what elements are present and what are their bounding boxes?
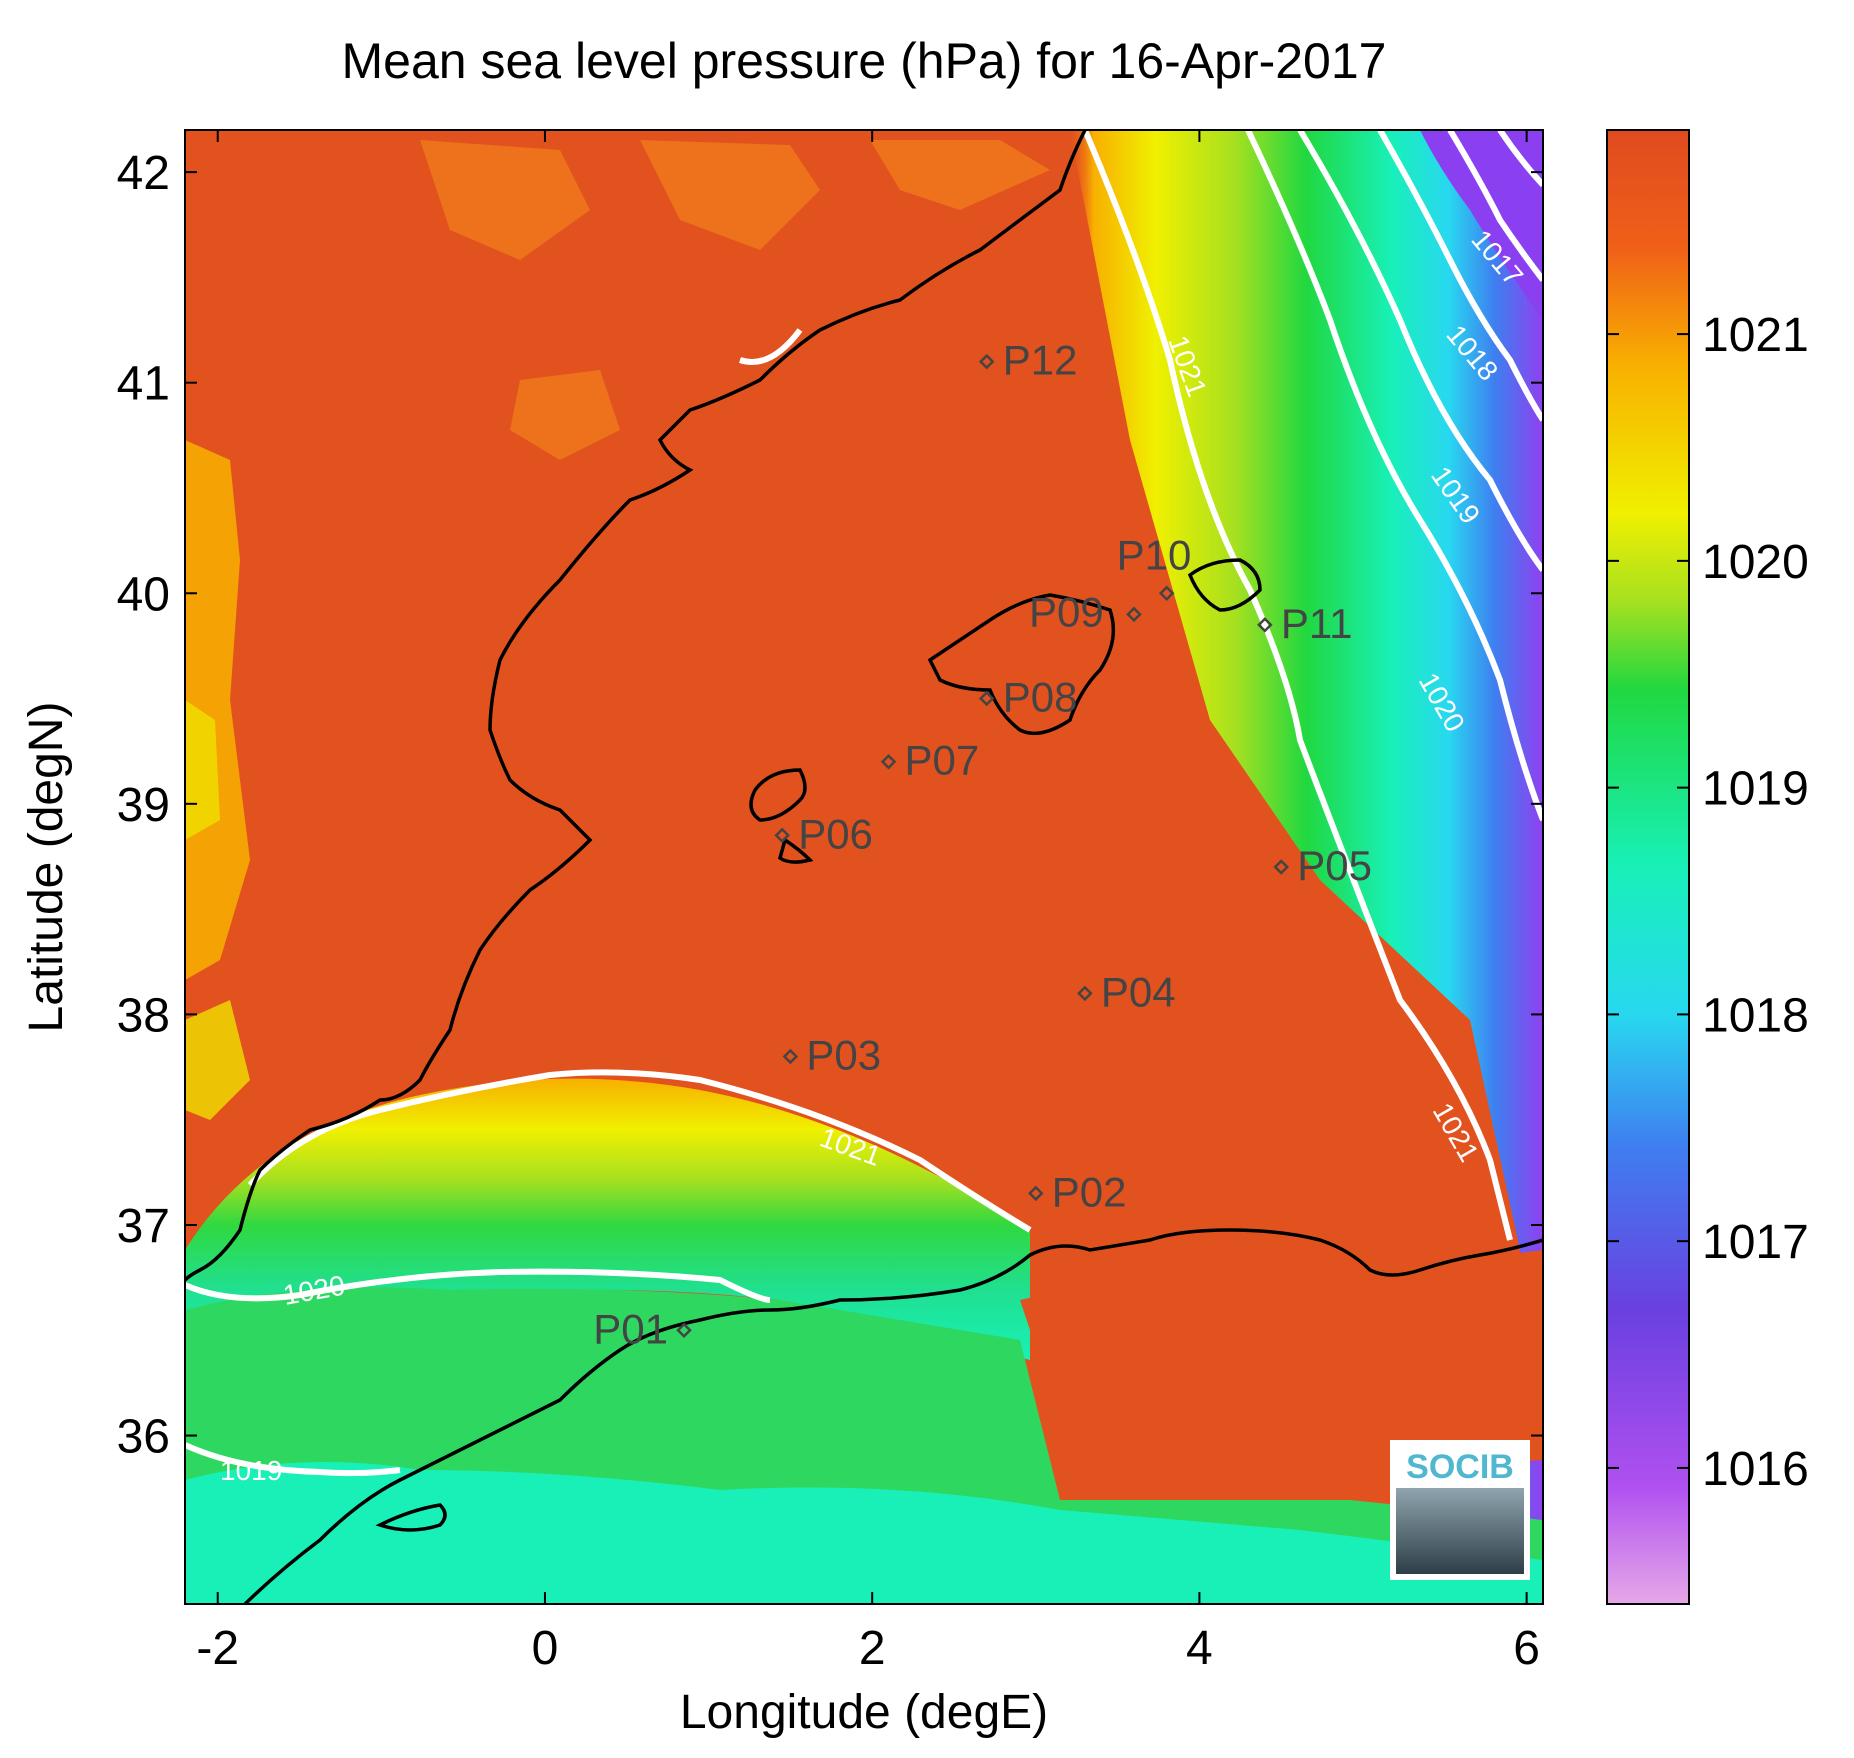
y-tick-label: 39 bbox=[117, 779, 170, 832]
menorca-coastline bbox=[1187, 558, 1262, 612]
contour-1018 bbox=[1377, 130, 1543, 422]
figure-title: Mean sea level pressure (hPa) for 16-Apr… bbox=[342, 33, 1387, 89]
formentera-coastline bbox=[777, 837, 814, 864]
map-plot-area: 1017 1018 1019 1020 1021 1021 1021 1020 … bbox=[185, 130, 1543, 1604]
socib-logo-text: SOCIB bbox=[1406, 1448, 1514, 1486]
station-label: P07 bbox=[905, 737, 980, 784]
station-marker bbox=[676, 1322, 692, 1339]
station-label: P02 bbox=[1052, 1168, 1127, 1215]
station-p05: P05 bbox=[1273, 842, 1372, 889]
mallorca-coastline bbox=[927, 593, 1116, 736]
y-axis-label: Latitude (degN) bbox=[20, 702, 73, 1033]
x-tick-label: 4 bbox=[1186, 1622, 1213, 1675]
x-axis: -2 0 2 4 6 bbox=[196, 130, 1540, 1675]
socib-logo: SOCIB bbox=[1390, 1440, 1530, 1580]
colorbar-tick-label: 1018 bbox=[1702, 989, 1809, 1042]
contour-1020 bbox=[1245, 130, 1543, 822]
station-marker bbox=[880, 753, 897, 770]
colorbar-tick-label: 1017 bbox=[1702, 1216, 1809, 1269]
eastern-pressure-gradient bbox=[1070, 130, 1543, 1604]
station-p04: P04 bbox=[1077, 968, 1176, 1015]
colorbar-tick-label: 1019 bbox=[1702, 763, 1809, 816]
station-marker bbox=[978, 690, 995, 707]
station-label: P11 bbox=[1281, 600, 1353, 647]
coastlines bbox=[185, 130, 1543, 1604]
station-label: P08 bbox=[1003, 674, 1078, 721]
station-label: P05 bbox=[1297, 842, 1372, 889]
colorbar: 1016 1017 1018 1019 1020 1021 bbox=[1606, 129, 1809, 1605]
algeria-high-pressure bbox=[1020, 1240, 1543, 1470]
station-label: P04 bbox=[1101, 968, 1176, 1015]
station-label: P06 bbox=[798, 810, 873, 857]
colorbar-tick-label: 1016 bbox=[1702, 1443, 1809, 1496]
land-pressure-patches bbox=[420, 140, 1050, 460]
southwest-teal-zone bbox=[185, 1462, 1543, 1604]
x-axis-label: Longitude (degE) bbox=[680, 1686, 1048, 1739]
y-tick-label: 37 bbox=[117, 1200, 170, 1253]
contour-1020-south bbox=[185, 1268, 771, 1303]
station-marker bbox=[1028, 1185, 1044, 1202]
station-p06: P06 bbox=[774, 810, 873, 857]
y-tick-label: 38 bbox=[117, 989, 170, 1042]
station-label: P09 bbox=[1029, 588, 1104, 635]
station-p03: P03 bbox=[782, 1032, 881, 1079]
y-tick-label: 41 bbox=[117, 358, 170, 411]
contour-1021-south bbox=[247, 1069, 1032, 1233]
iberian-coastline bbox=[185, 130, 1087, 1282]
station-markers: P01 P02 P03 P04 P05 P06 P07 P08 P09 P10 P11 P12 bbox=[593, 337, 1372, 1353]
contour-1017 bbox=[1447, 130, 1543, 282]
station-label: P03 bbox=[806, 1032, 881, 1079]
station-marker bbox=[1077, 985, 1093, 1002]
north-african-coastline bbox=[243, 1228, 1543, 1604]
station-marker bbox=[782, 1048, 799, 1065]
station-p11: P11 bbox=[1257, 600, 1353, 647]
station-marker bbox=[1273, 859, 1289, 875]
station-label: P01 bbox=[593, 1305, 668, 1352]
west-land-yellow-2 bbox=[185, 700, 250, 1120]
station-p09: P09 bbox=[1029, 588, 1142, 635]
station-p08: P08 bbox=[978, 674, 1078, 721]
station-marker bbox=[1257, 617, 1273, 633]
y-tick-label: 40 bbox=[117, 568, 170, 621]
station-p10: P10 bbox=[1117, 531, 1192, 602]
station-p07: P07 bbox=[880, 737, 980, 784]
station-label: P10 bbox=[1117, 531, 1192, 578]
plot-frame bbox=[184, 129, 1544, 1605]
y-tick-label: 42 bbox=[117, 147, 170, 200]
contour-1019-south bbox=[185, 1442, 401, 1477]
alboran-island-coastline bbox=[375, 1503, 447, 1532]
station-marker bbox=[978, 353, 995, 370]
x-tick-label: 2 bbox=[859, 1622, 886, 1675]
station-p02: P02 bbox=[1028, 1168, 1127, 1215]
contour-lines bbox=[185, 130, 1543, 1477]
station-label: P12 bbox=[1003, 337, 1078, 384]
y-tick-label: 36 bbox=[117, 1411, 170, 1464]
x-tick-label: 0 bbox=[532, 1622, 559, 1675]
colorbar-tick-label: 1020 bbox=[1702, 536, 1809, 589]
ibiza-coastline bbox=[749, 768, 807, 822]
station-p12: P12 bbox=[978, 337, 1078, 384]
colorbar-tick-label: 1021 bbox=[1702, 309, 1809, 362]
colorbar-gradient bbox=[1606, 129, 1690, 1605]
x-tick-label: -2 bbox=[196, 1622, 239, 1675]
contour-label-1019-south: 1019 bbox=[220, 1455, 282, 1486]
socib-logo-sea bbox=[1396, 1488, 1524, 1574]
station-p01: P01 bbox=[593, 1305, 692, 1352]
northeast-low-core bbox=[1420, 130, 1543, 320]
contour-1021-north bbox=[1082, 130, 1513, 1241]
station-marker bbox=[1158, 585, 1175, 602]
contour-1021-coast bbox=[739, 328, 803, 365]
station-marker bbox=[774, 827, 790, 844]
station-marker bbox=[1126, 606, 1142, 623]
colorbar-ticks: 1016 1017 1018 1019 1020 1021 bbox=[1607, 309, 1809, 1496]
contour-1016 bbox=[1497, 130, 1543, 188]
west-land-yellow bbox=[185, 440, 250, 980]
y-axis: 36 37 38 39 40 41 42 bbox=[117, 147, 1543, 1464]
contour-1019 bbox=[1297, 130, 1543, 572]
x-tick-label: 6 bbox=[1513, 1622, 1540, 1675]
